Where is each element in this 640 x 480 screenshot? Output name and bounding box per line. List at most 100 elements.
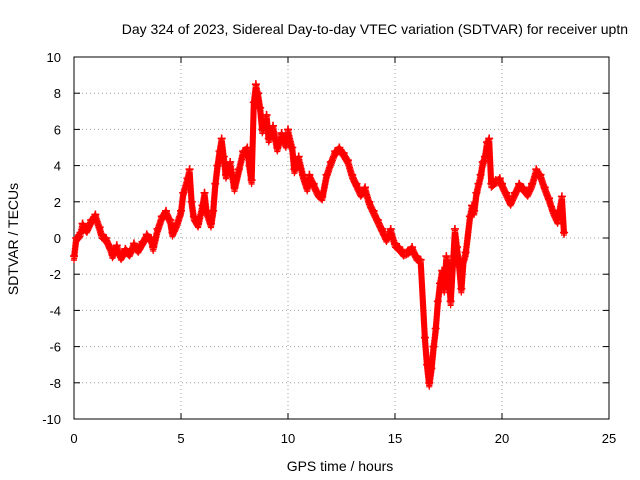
data-point [532,165,541,174]
data-point [457,284,466,293]
data-point [142,230,151,239]
data-point [106,243,115,252]
data-point [440,284,449,293]
data-point [234,165,243,174]
data-point [273,143,282,152]
data-point [331,147,340,156]
data-point [172,219,181,228]
data-point [87,215,96,224]
y-tick-label: 8 [54,86,61,101]
data-point [382,234,391,242]
x-tick-label: 0 [70,431,77,446]
data-point [177,206,185,215]
data-point [153,224,162,233]
data-point [70,252,78,261]
data-point [239,147,248,156]
data-point [284,125,292,134]
data-point [498,179,506,188]
data-point [213,161,222,170]
data-point [230,183,239,192]
data-point [281,139,290,148]
data-point [399,248,408,257]
data-point [391,239,399,248]
data-point [356,188,365,197]
data-point [442,252,451,261]
data-point [326,157,335,166]
data-point [318,192,327,201]
data-point [76,228,85,237]
data-point [429,342,438,351]
data-point [262,110,271,119]
chart-title: Day 324 of 2023, Sidereal Day-to-day VTE… [122,21,628,37]
data-point [502,188,511,197]
data-point [211,179,220,188]
data-point [269,121,278,130]
y-tick-label: 2 [54,195,61,210]
data-point [138,237,147,246]
data-point [245,161,254,170]
data-point [545,194,554,203]
data-point [264,134,273,143]
data-point [108,250,117,259]
data-point [162,206,171,215]
data-point [412,252,421,261]
data-point [487,179,496,188]
data-point [453,243,462,252]
data-point [294,152,303,161]
data-point [373,215,382,224]
data-point [102,234,111,242]
x-tick-label: 5 [177,431,184,446]
data-point [219,152,228,161]
data-point [427,364,436,373]
data-point [168,228,177,237]
data-point [378,224,387,233]
data-point [416,255,425,264]
data-point [335,143,344,152]
data-point [557,192,566,201]
data-point [149,243,158,252]
data-point [179,188,188,197]
data-point [478,157,487,166]
series-band [71,81,567,390]
data-point [305,170,314,179]
data-point [206,219,215,228]
data-point [147,234,156,242]
data-point [510,188,519,197]
data-point [125,248,134,257]
data-point [369,206,378,215]
data-point [166,215,175,224]
y-tick-label: -8 [49,376,61,391]
data-point [352,179,361,188]
data-point [117,252,126,261]
data-point [527,179,536,188]
data-point [343,156,352,165]
data-point [468,201,477,210]
data-point [221,170,230,179]
data-point [322,170,331,179]
data-point [72,234,81,242]
data-point [474,179,483,188]
y-tick-label: 6 [54,122,61,137]
data-point [121,244,130,253]
data-point [438,266,447,275]
data-point [395,243,404,252]
data-point [485,134,494,143]
data-point [82,224,91,233]
data-point [455,261,464,270]
data-point [446,297,455,306]
data-point [450,224,459,233]
data-point [185,165,194,174]
data-point [461,248,470,257]
data-point [217,134,226,143]
data-point [309,179,318,188]
data-point [365,197,374,206]
data-point [408,243,417,252]
data-point [243,143,252,152]
data-point [476,170,485,179]
y-tick-label: 0 [54,231,61,246]
data-point [112,241,121,250]
data-point [313,188,322,197]
data-point [303,183,312,192]
y-tick-label: -6 [49,340,61,355]
x-axis-label: GPS time / hours [287,458,394,474]
